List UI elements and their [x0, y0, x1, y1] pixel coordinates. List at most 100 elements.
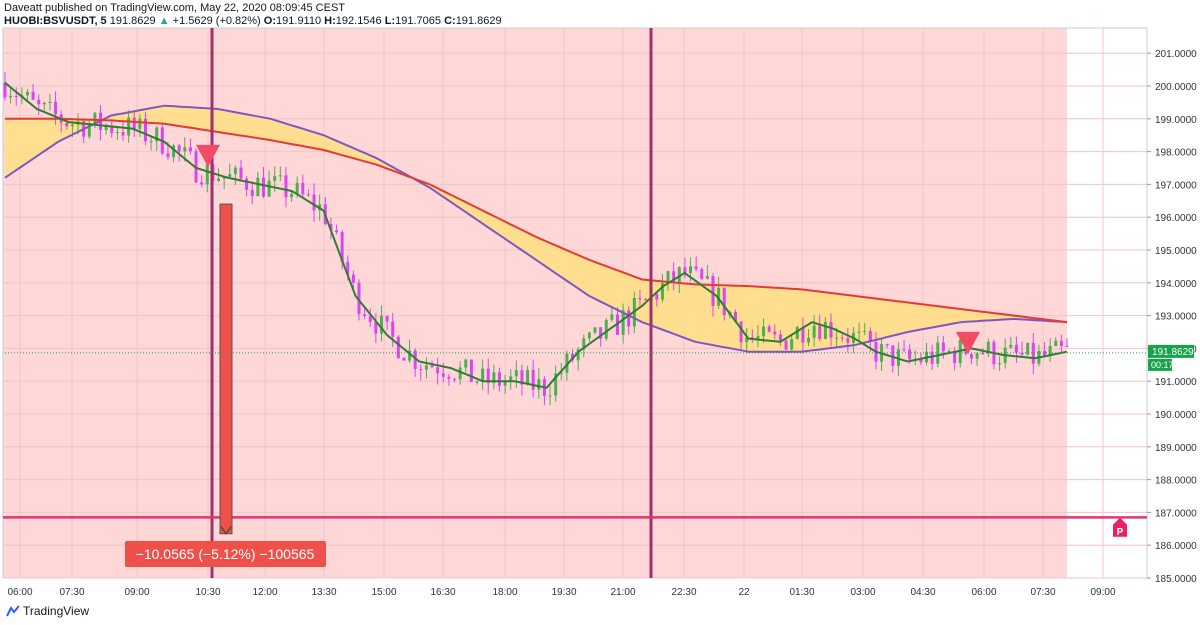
x-tick-label: 15:00 [371, 587, 396, 598]
candle-body [587, 332, 591, 339]
candle-body [188, 147, 192, 152]
candle-body [559, 372, 563, 374]
candle-body [143, 118, 147, 142]
candle-body [379, 315, 383, 334]
candle-body [357, 282, 361, 315]
candle-body [14, 95, 18, 98]
candle-body [711, 276, 715, 306]
candle-body [565, 353, 569, 373]
candle-body [233, 167, 237, 175]
candle-body [1014, 344, 1018, 353]
y-tick-label: 195.0000 [1155, 246, 1197, 257]
y-tick-label: 185.0000 [1155, 574, 1197, 585]
candle-body [430, 365, 434, 368]
candle-body [722, 287, 726, 316]
candle-body [93, 112, 97, 124]
y-tick-label: 197.0000 [1155, 180, 1197, 191]
candle-body [778, 334, 782, 341]
open-label: O: [263, 15, 277, 27]
candle-body [919, 358, 923, 363]
candle-body [548, 395, 552, 397]
candle-body [930, 351, 934, 364]
candle-body [256, 177, 260, 197]
last-price-tag-label: 191.8629 [1152, 347, 1194, 358]
candle-body [509, 376, 513, 382]
candle-body [110, 125, 114, 133]
candle-body [239, 167, 243, 179]
x-tick-label: 09:00 [124, 587, 149, 598]
y-tick-label: 191.0000 [1155, 377, 1197, 388]
pattern-marker-label: P [1117, 527, 1124, 538]
candle-body [689, 266, 693, 274]
candle-body [222, 176, 226, 179]
candle-body [183, 147, 187, 152]
candle-body [396, 336, 400, 359]
x-tick-label: 01:30 [789, 587, 814, 598]
candle-body [290, 193, 294, 198]
candle-body [385, 315, 389, 322]
ohlc-line: HUOBI:BSVUSDT, 5 191.8629 ▲ +1.5629 (+0.… [4, 15, 502, 27]
candle-body [87, 123, 91, 137]
candle-body [593, 327, 597, 333]
candle-body [807, 337, 811, 343]
candle-body [717, 287, 721, 306]
y-tick-label: 201.0000 [1155, 49, 1197, 60]
candle-body [363, 314, 367, 317]
candle-body [31, 91, 35, 100]
x-tick-label: 12:00 [252, 587, 277, 598]
candle-body [576, 349, 580, 361]
candle-body [953, 350, 957, 364]
candle-body [306, 194, 310, 196]
candle-body [121, 132, 125, 136]
candle-body [228, 174, 232, 177]
candle-body [374, 321, 378, 334]
x-tick-label: 06:00 [971, 587, 996, 598]
candle-body [424, 365, 428, 370]
candle-body [278, 175, 282, 177]
candle-body [155, 127, 159, 142]
y-tick-label: 193.0000 [1155, 312, 1197, 323]
candle-body [37, 99, 41, 105]
candle-body [1065, 345, 1069, 347]
candle-body [795, 327, 799, 340]
candle-body [599, 327, 603, 339]
candle-body [604, 319, 608, 339]
candle-body [750, 337, 754, 339]
candle-body [767, 326, 771, 332]
candle-body [835, 337, 839, 339]
candle-body [683, 267, 687, 274]
last-price-value: 191.8629 [109, 15, 156, 27]
candle-body [25, 91, 29, 96]
y-tick-label: 187.0000 [1155, 508, 1197, 519]
candle-body [790, 339, 794, 350]
high-label: H: [324, 15, 336, 27]
sell-signal-icon [956, 331, 980, 354]
close-value: 191.8629 [455, 15, 502, 27]
candle-body [672, 271, 676, 283]
candle-body [520, 370, 524, 385]
candle-body [823, 322, 827, 339]
x-tick-label: 13:30 [311, 587, 336, 598]
x-tick-label: 03:00 [850, 587, 875, 598]
candle-body [885, 344, 889, 346]
candle-body [868, 330, 872, 343]
y-tick-label: 200.0000 [1155, 82, 1197, 93]
candle-body [70, 124, 74, 127]
candle-body [492, 372, 496, 384]
candle-body [469, 359, 473, 382]
candle-body [733, 311, 737, 322]
candle-body [200, 182, 204, 185]
y-tick-label: 189.0000 [1155, 443, 1197, 454]
x-tick-label: 06:00 [7, 587, 32, 598]
candle-body [660, 283, 664, 300]
candle-body [812, 325, 816, 338]
axis-layer: 201.0000 200.0000 199.0000 198.0000 197.0000… [7, 49, 1197, 598]
candle-body [829, 322, 833, 338]
measure-label: −10.0565 (−5.12%) −100565 [136, 546, 315, 562]
tradingview-logo[interactable]: TradingView [6, 604, 89, 618]
y-tick-label: 188.0000 [1155, 476, 1197, 487]
candle-body [115, 132, 119, 134]
candle-body [3, 82, 7, 98]
candle-body [458, 367, 462, 380]
